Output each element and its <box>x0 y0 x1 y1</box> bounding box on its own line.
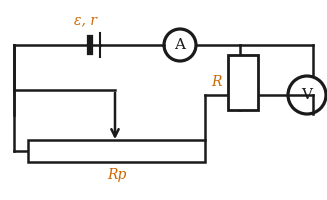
Text: R: R <box>212 75 222 90</box>
Text: V: V <box>301 88 313 102</box>
Bar <box>28 140 205 162</box>
Text: A: A <box>175 38 185 52</box>
Bar <box>228 55 258 110</box>
Text: Rp: Rp <box>107 168 126 182</box>
Text: ε, r: ε, r <box>74 13 96 27</box>
